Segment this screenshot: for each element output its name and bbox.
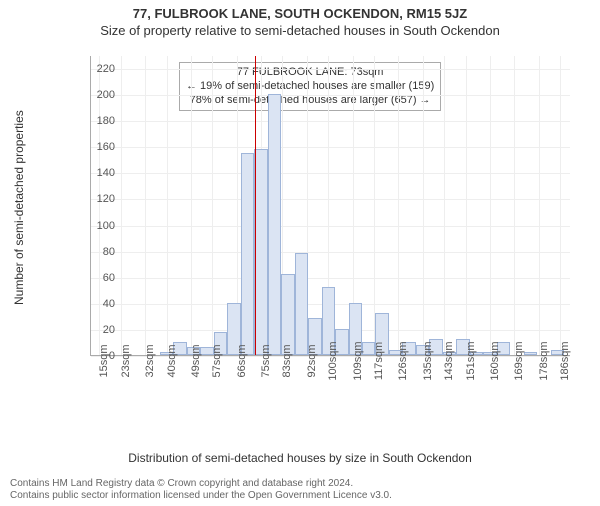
x-axis-label: Distribution of semi-detached houses by …: [0, 451, 600, 465]
y-axis-label: Number of semi-detached properties: [12, 58, 26, 358]
gridline-v: [191, 56, 192, 355]
gridline-h: [91, 173, 570, 174]
x-tick-label: 100sqm: [327, 341, 339, 380]
gridline-v: [490, 56, 491, 355]
footer-attribution: Contains HM Land Registry data © Crown c…: [10, 478, 392, 502]
x-tick-label: 32sqm: [144, 344, 156, 377]
x-tick-label: 178sqm: [538, 341, 550, 380]
y-tick-label: 40: [85, 298, 115, 310]
y-tick-label: 180: [85, 115, 115, 127]
gridline-h: [91, 226, 570, 227]
y-tick-label: 60: [85, 272, 115, 284]
x-tick-label: 117sqm: [373, 342, 385, 380]
histogram-bar: [281, 274, 294, 355]
y-tick-label: 160: [85, 141, 115, 153]
page-subtitle: Size of property relative to semi-detach…: [0, 23, 600, 38]
property-marker-line: [255, 56, 256, 355]
gridline-v: [374, 56, 375, 355]
x-tick-label: 40sqm: [166, 344, 178, 377]
gridline-v: [444, 56, 445, 355]
gridline-h: [91, 147, 570, 148]
x-tick-label: 83sqm: [281, 344, 293, 377]
x-tick-label: 143sqm: [443, 341, 455, 380]
x-tick-label: 160sqm: [489, 341, 501, 380]
x-tick-label: 92sqm: [306, 344, 318, 377]
gridline-h: [91, 252, 570, 253]
gridline-h: [91, 199, 570, 200]
gridline-h: [91, 278, 570, 279]
gridline-v: [539, 56, 540, 355]
x-tick-label: 15sqm: [98, 344, 110, 377]
y-tick-label: 100: [85, 220, 115, 232]
histogram-bar: [268, 94, 281, 355]
x-tick-label: 23sqm: [120, 344, 132, 377]
histogram-bar: [241, 153, 254, 355]
x-tick-label: 151sqm: [465, 341, 477, 380]
gridline-h: [91, 69, 570, 70]
gridline-v: [212, 56, 213, 355]
x-tick-label: 49sqm: [190, 344, 202, 377]
x-tick-label: 135sqm: [422, 341, 434, 380]
y-tick-label: 220: [85, 63, 115, 75]
gridline-v: [466, 56, 467, 355]
histogram-bar: [295, 253, 308, 355]
gridline-v: [145, 56, 146, 355]
gridline-v: [514, 56, 515, 355]
footer-line-1: Contains HM Land Registry data © Crown c…: [10, 478, 392, 490]
gridline-v: [423, 56, 424, 355]
y-tick-label: 120: [85, 193, 115, 205]
plot-area: 77 FULBROOK LANE: 73sqm ← 19% of semi-de…: [90, 56, 570, 356]
x-tick-label: 109sqm: [352, 341, 364, 380]
legend-line-smaller: ← 19% of semi-detached houses are smalle…: [186, 80, 434, 94]
page-title: 77, FULBROOK LANE, SOUTH OCKENDON, RM15 …: [0, 6, 600, 21]
y-tick-label: 80: [85, 246, 115, 258]
gridline-v: [121, 56, 122, 355]
y-tick-label: 200: [85, 89, 115, 101]
gridline-v: [167, 56, 168, 355]
gridline-h: [91, 121, 570, 122]
x-tick-label: 126sqm: [397, 341, 409, 380]
x-tick-label: 169sqm: [513, 341, 525, 380]
x-tick-label: 57sqm: [211, 344, 223, 377]
gridline-h: [91, 95, 570, 96]
x-tick-label: 186sqm: [559, 341, 571, 380]
y-tick-label: 20: [85, 324, 115, 336]
gridline-v: [560, 56, 561, 355]
gridline-v: [398, 56, 399, 355]
footer-line-2: Contains public sector information licen…: [10, 490, 392, 502]
histogram-chart: 77 FULBROOK LANE: 73sqm ← 19% of semi-de…: [60, 56, 570, 396]
histogram-bar: [524, 352, 537, 355]
y-tick-label: 140: [85, 167, 115, 179]
x-tick-label: 66sqm: [236, 344, 248, 377]
x-tick-label: 75sqm: [260, 344, 272, 377]
